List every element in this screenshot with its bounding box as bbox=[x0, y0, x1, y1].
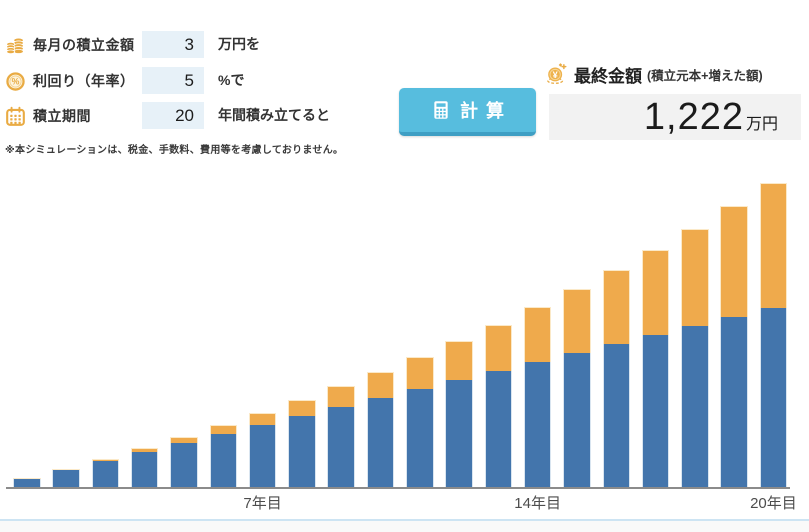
bar-gain-segment bbox=[248, 412, 277, 426]
calculate-button-label: 計算 bbox=[459, 101, 513, 121]
bar-gain-segment bbox=[406, 356, 434, 390]
bar-gain-segment bbox=[366, 372, 395, 399]
form-row-period: 積立期間 bbox=[5, 102, 91, 130]
x-axis-label-14: 14年目 bbox=[514, 495, 561, 512]
bar-gain-segment bbox=[13, 478, 41, 480]
x-axis-label-7: 7年目 bbox=[243, 495, 282, 512]
bar-year-3 bbox=[91, 458, 120, 488]
bar-gain-segment bbox=[602, 269, 630, 345]
bar-principal-segment bbox=[366, 398, 395, 488]
bar-gain-segment bbox=[91, 458, 120, 462]
bar-year-2 bbox=[52, 469, 80, 488]
period-input[interactable] bbox=[142, 102, 204, 129]
bar-year-8 bbox=[288, 399, 316, 488]
result-amount-unit: 万円 bbox=[745, 116, 778, 133]
bar-principal-segment bbox=[52, 470, 80, 488]
svg-text:¥: ¥ bbox=[553, 70, 559, 80]
x-axis-label-20: 20年目 bbox=[750, 495, 797, 512]
bar-gain-segment bbox=[523, 307, 552, 363]
monthly-amount-input[interactable] bbox=[142, 31, 204, 58]
svg-text:%: % bbox=[12, 76, 20, 86]
period-label: 積立期間 bbox=[33, 108, 91, 124]
bar-gain-segment bbox=[641, 249, 670, 336]
bar-year-6 bbox=[209, 425, 237, 488]
result-header: ¥ 最終金額 (積立元本+増えた額) bbox=[546, 63, 763, 86]
result-amount-box: 1,222 万円 bbox=[549, 94, 801, 140]
period-suffix: 年間積み立てると bbox=[218, 107, 330, 123]
yield-suffix: %で bbox=[218, 72, 245, 88]
bar-gain-segment bbox=[52, 469, 80, 471]
bar-gain-segment bbox=[759, 183, 788, 309]
yield-input[interactable] bbox=[142, 67, 204, 94]
bar-year-9 bbox=[327, 386, 355, 488]
bar-principal-segment bbox=[484, 371, 513, 488]
bar-principal-segment bbox=[759, 308, 788, 488]
bar-gain-segment bbox=[209, 425, 237, 435]
bar-year-19 bbox=[720, 206, 748, 488]
bar-year-1 bbox=[13, 478, 41, 488]
bar-gain-segment bbox=[445, 341, 473, 381]
bar-principal-segment bbox=[445, 380, 473, 488]
bar-gain-segment bbox=[288, 399, 316, 417]
bar-year-4 bbox=[130, 448, 159, 488]
result-subtitle: (積立元本+増えた額) bbox=[647, 68, 763, 83]
chart-plot-area bbox=[0, 183, 809, 488]
bar-principal-segment bbox=[406, 389, 434, 488]
bottom-strip bbox=[0, 521, 809, 532]
bar-year-7 bbox=[248, 412, 277, 488]
percent-icon: % bbox=[5, 71, 26, 92]
bar-gain-segment bbox=[170, 437, 198, 444]
bar-principal-segment bbox=[209, 434, 237, 488]
disclaimer-note: ※本シミュレーションは、税金、手数料、費用等を考慮しておりません。 bbox=[5, 145, 344, 156]
monthly-amount-label: 毎月の積立金額 bbox=[33, 37, 135, 53]
bar-year-14 bbox=[523, 307, 552, 488]
monthly-amount-suffix: 万円を bbox=[218, 36, 260, 52]
calculate-button[interactable]: 計算 bbox=[399, 88, 536, 136]
bar-year-5 bbox=[170, 437, 198, 488]
bar-year-11 bbox=[406, 356, 434, 488]
bar-gain-segment bbox=[681, 228, 709, 327]
bar-gain-segment bbox=[484, 324, 513, 372]
bar-year-20 bbox=[759, 183, 788, 488]
bar-principal-segment bbox=[720, 317, 748, 488]
bar-principal-segment bbox=[170, 443, 198, 488]
yield-label: 利回り（年率） bbox=[33, 73, 135, 89]
bar-principal-segment bbox=[641, 335, 670, 488]
bar-year-12 bbox=[445, 341, 473, 488]
calculator-icon bbox=[431, 100, 451, 120]
result-amount-value: 1,222 bbox=[643, 96, 744, 138]
bar-principal-segment bbox=[130, 452, 159, 488]
bar-year-18 bbox=[681, 228, 709, 488]
coins-icon bbox=[5, 35, 26, 56]
calendar-icon bbox=[5, 106, 26, 127]
bar-gain-segment bbox=[327, 386, 355, 408]
x-axis-line bbox=[6, 487, 790, 489]
bar-principal-segment bbox=[523, 362, 552, 488]
bar-year-17 bbox=[641, 249, 670, 488]
bar-year-13 bbox=[484, 324, 513, 488]
bar-principal-segment bbox=[91, 461, 120, 488]
bar-gain-segment bbox=[720, 206, 748, 318]
bar-principal-segment bbox=[563, 353, 591, 488]
bar-principal-segment bbox=[327, 407, 355, 488]
bar-gain-segment bbox=[130, 448, 159, 453]
form-row-yield: % 利回り（年率） bbox=[5, 67, 135, 95]
bar-principal-segment bbox=[13, 479, 41, 488]
coin-yen-icon: ¥ bbox=[546, 63, 568, 85]
bottom-divider bbox=[0, 519, 809, 521]
bar-principal-segment bbox=[288, 416, 316, 488]
bar-gain-segment bbox=[563, 288, 591, 354]
bar-year-15 bbox=[563, 288, 591, 488]
bar-principal-segment bbox=[602, 344, 630, 488]
bar-year-16 bbox=[602, 269, 630, 488]
result-title: 最終金額 bbox=[574, 66, 642, 86]
bar-year-10 bbox=[366, 372, 395, 488]
bar-principal-segment bbox=[248, 425, 277, 488]
bar-principal-segment bbox=[681, 326, 709, 488]
form-row-monthly-amount: 毎月の積立金額 bbox=[5, 31, 135, 59]
